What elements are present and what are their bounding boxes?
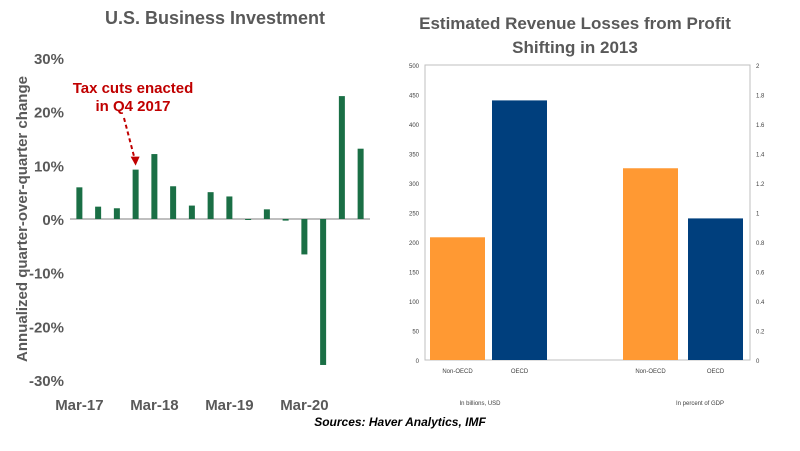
bar (113, 208, 120, 219)
x-tick-label: Mar-17 (55, 397, 103, 412)
bar (338, 96, 345, 219)
category-label: Non-OECD (635, 369, 666, 375)
annotation-arrow-line (123, 117, 136, 159)
bar (688, 218, 743, 360)
left-y-tick-label: 500 (409, 64, 420, 70)
x-tick-label: Mar-19 (205, 397, 253, 412)
category-label: OECD (707, 369, 725, 375)
y-tick-label: -20% (29, 319, 64, 336)
group-label: In percent of GDP (676, 401, 724, 407)
right-y-tick-label: 1.8 (756, 94, 765, 100)
y-axis-label: Annualized quarter-over-quarter change (14, 76, 31, 362)
bar (245, 219, 252, 220)
y-tick-label: -30% (29, 373, 64, 390)
y-tick-label: -10% (29, 266, 64, 283)
y-tick-label: 0% (42, 212, 64, 229)
bar (132, 169, 139, 219)
left-y-tick-label: 350 (409, 153, 420, 159)
group-label: In billions, USD (459, 401, 501, 407)
annotation-arrow-head (130, 156, 140, 166)
left-y-tick-label: 150 (409, 271, 420, 277)
bar (320, 219, 327, 365)
left-y-tick-label: 100 (409, 300, 420, 306)
bar (188, 205, 195, 219)
source-note: Sources: Haver Analytics, IMF (314, 415, 486, 429)
left-y-tick-label: 50 (412, 330, 419, 336)
right-y-tick-label: 1.2 (756, 182, 765, 188)
left-chart-title: U.S. Business Investment (104, 8, 326, 28)
right-y-tick-label: 0 (756, 359, 760, 365)
right-y-tick-label: 0.8 (756, 241, 765, 247)
left-y-tick-label: 200 (409, 241, 420, 247)
bar (151, 154, 158, 219)
bar (95, 206, 102, 219)
bar (282, 219, 289, 221)
bar (207, 192, 214, 219)
bar (623, 168, 678, 360)
left-y-tick-label: 250 (409, 212, 420, 218)
bar (226, 196, 233, 219)
right-y-tick-label: 0.6 (756, 271, 765, 277)
bar (492, 100, 547, 361)
x-tick-label: Mar-18 (130, 397, 178, 412)
right-y-tick-label: 1.4 (756, 153, 765, 159)
annotation-line-1: Tax cuts enacted (73, 80, 194, 97)
right-y-tick-label: 0.4 (756, 300, 765, 306)
right-y-tick-label: 0.2 (756, 330, 765, 336)
left-y-tick-label: 300 (409, 182, 420, 188)
revenue-losses-chart: 0 50 100 150 200 250 300 350 400 450 500 0 0.2 0.4 0.6… (409, 64, 765, 407)
left-y-tick-label: 0 (416, 359, 420, 365)
bar (76, 187, 83, 219)
y-tick-label: 30% (34, 51, 64, 68)
bar (430, 237, 485, 360)
bar (263, 209, 270, 219)
right-y-tick-label: 2 (756, 64, 760, 70)
business-investment-chart: Annualized quarter-over-quarter change30… (14, 51, 370, 412)
left-y-tick-label: 400 (409, 123, 420, 129)
bar (170, 186, 177, 219)
annotation-line-2: in Q4 2017 (95, 98, 170, 115)
right-chart-title: Estimated Revenue Losses from Profit Shi… (419, 14, 731, 57)
bar (301, 219, 308, 255)
y-tick-label: 20% (34, 105, 64, 122)
right-y-tick-label: 1 (756, 212, 760, 218)
y-tick-label: 10% (34, 158, 64, 175)
category-label: Non-OECD (442, 369, 473, 375)
category-label: OECD (511, 369, 529, 375)
right-y-tick-label: 1.6 (756, 123, 765, 129)
x-tick-label: Mar-20 (280, 397, 328, 412)
left-y-tick-label: 450 (409, 94, 420, 100)
bar (357, 148, 364, 219)
